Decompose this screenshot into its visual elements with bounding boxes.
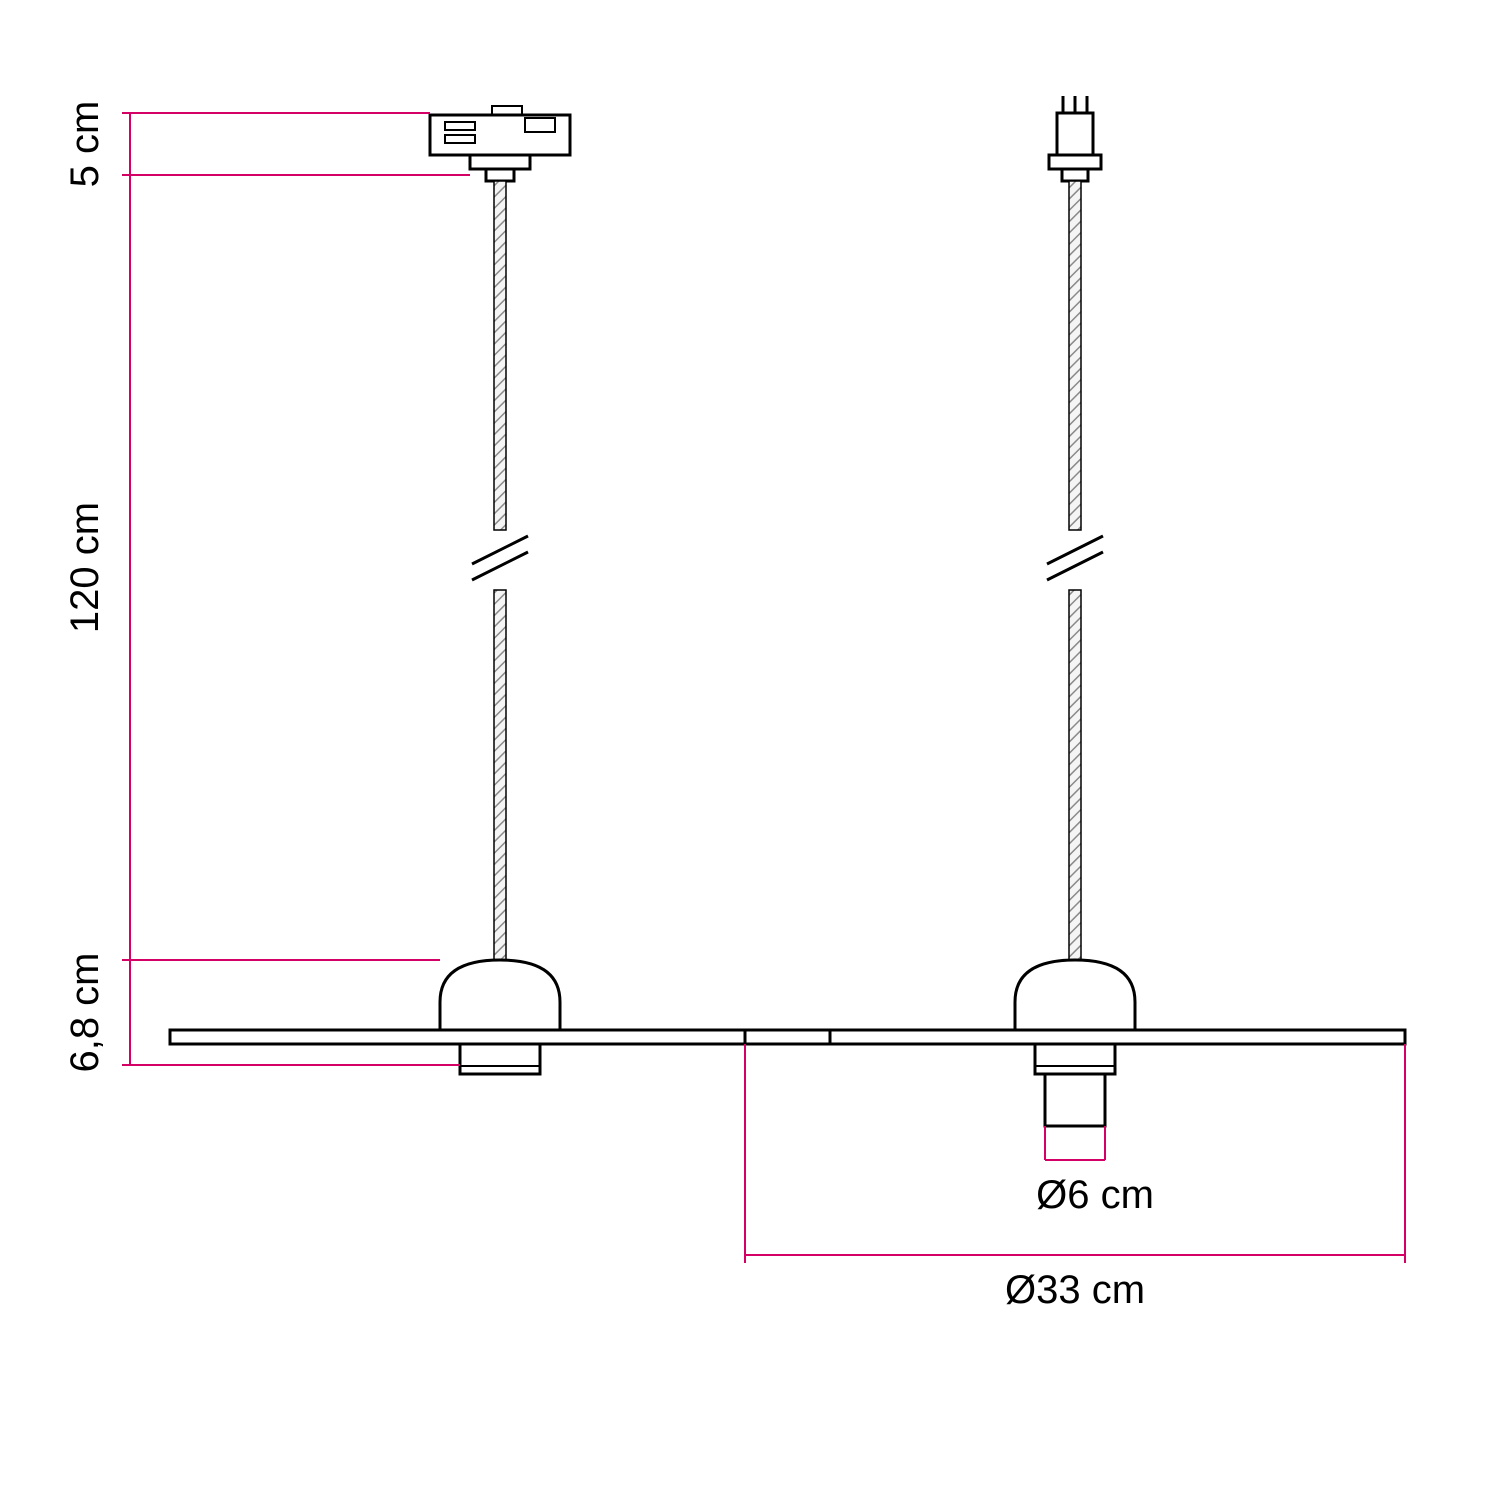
dimension-label: 5 cm	[63, 101, 107, 188]
dimension-label: Ø33 cm	[1005, 1268, 1145, 1312]
dimension-label: 6,8 cm	[63, 952, 107, 1072]
dimension-label: 120 cm	[63, 502, 107, 633]
dimension-label: Ø6 cm	[1036, 1173, 1154, 1217]
